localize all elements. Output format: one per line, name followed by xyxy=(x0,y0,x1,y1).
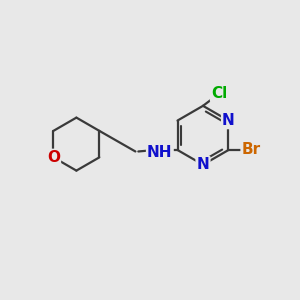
Text: N: N xyxy=(196,157,209,172)
Text: Cl: Cl xyxy=(211,86,227,101)
Text: O: O xyxy=(47,150,60,165)
Text: Br: Br xyxy=(242,142,261,158)
Text: N: N xyxy=(222,113,235,128)
Text: NH: NH xyxy=(147,145,172,160)
